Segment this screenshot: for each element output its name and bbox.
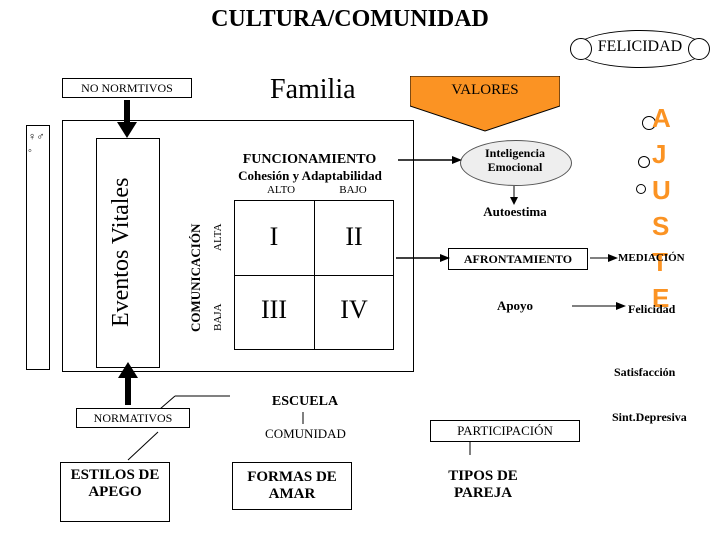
formas-amar-label: FORMAS DE AMAR <box>247 469 337 502</box>
no-normativos-label: NO NORMTIVOS <box>81 81 173 95</box>
no-normativos-box: NO NORMTIVOS <box>62 78 192 98</box>
participacion-label: PARTICIPACIÓN <box>457 423 553 438</box>
sint-depresiva-label: Sint.Depresiva <box>612 410 687 425</box>
escuela-label: ESCUELA <box>250 394 360 410</box>
estilos-apego-label: ESTILOS DE APEGO <box>71 467 160 500</box>
formas-amar-box: FORMAS DE AMAR <box>232 462 352 510</box>
middle-outer-box <box>62 120 414 372</box>
satisfaccion-label: Satisfacción <box>614 365 675 380</box>
valores-label: VALORES <box>415 82 555 99</box>
felicidad-label: FELICIDAD <box>575 38 705 56</box>
tipos-pareja-label: TIPOS DE PAREJA <box>418 468 548 502</box>
title: CULTURA/COMUNIDAD <box>160 6 540 33</box>
apoyo-label: Apoyo <box>460 298 570 314</box>
normativos-box: NORMATIVOS <box>76 408 190 428</box>
inteligencia-label: Inteligencia Emocional <box>458 146 572 174</box>
normativos-label: NORMATIVOS <box>94 411 173 425</box>
ajuste-label: AJUSTE <box>652 100 692 316</box>
familia-label: Familia <box>270 74 356 106</box>
estilos-apego-box: ESTILOS DE APEGO <box>60 462 170 522</box>
comunidad-label: COMUNIDAD <box>248 426 363 442</box>
felicidad2-label: Felicidad <box>628 302 675 317</box>
autoestima-label: Autoestima <box>460 204 570 220</box>
felicidad-cloud: FELICIDAD <box>575 30 705 70</box>
participacion-box: PARTICIPACIÓN <box>430 420 580 442</box>
afrontamiento-label: AFRONTAMIENTO <box>464 252 572 266</box>
left-symbols: ♀♂ ◦ <box>28 130 48 158</box>
afrontamiento-box: AFRONTAMIENTO <box>448 248 588 270</box>
mediacion-label: MEDIACIÓN <box>618 252 685 264</box>
left-symbols-box <box>26 125 50 370</box>
